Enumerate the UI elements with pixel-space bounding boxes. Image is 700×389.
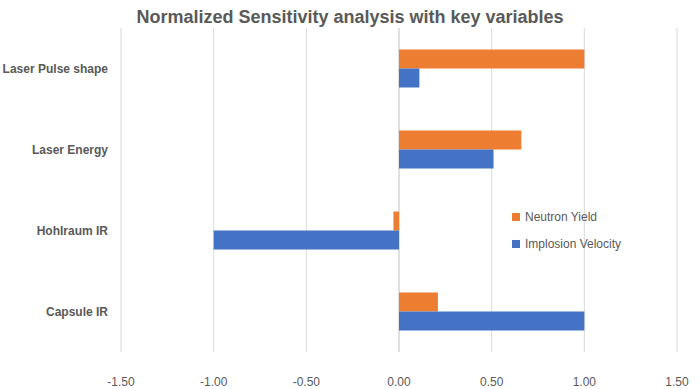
bar [399,293,438,312]
bar [214,231,399,250]
grid-line [677,28,678,352]
chart-title: Normalized Sensitivity analysis with key… [136,7,563,27]
category-label: Laser Pulse shape [3,62,109,76]
bar [399,50,584,69]
grid-line [306,28,307,352]
legend-label: Neutron Yield [525,210,597,224]
bars [214,50,585,331]
grid-line [121,28,122,352]
category-label: Capsule IR [46,305,108,319]
bar [399,131,521,150]
tick-label: -1.00 [200,375,228,389]
tick-label: 1.00 [573,375,597,389]
legend-swatch [512,213,520,221]
tick-label: -1.50 [107,375,135,389]
legend: Neutron Yield Implosion Velocity [512,210,621,251]
grid [121,28,677,352]
bar [399,312,584,331]
legend-swatch [512,240,520,248]
tick-label: -0.50 [293,375,321,389]
tick-label: 1.50 [665,375,689,389]
grid-line [213,28,214,352]
chart-svg: Normalized Sensitivity analysis with key… [0,0,700,389]
bar [399,69,419,88]
category-label: Hohlraum IR [37,224,109,238]
tick-label: 0.50 [480,375,504,389]
chart-container: Normalized Sensitivity analysis with key… [0,0,700,389]
bar [393,212,399,231]
legend-label: Implosion Velocity [525,237,621,251]
grid-line [491,28,492,352]
tick-label: 0.00 [387,375,411,389]
grid-line [584,28,585,352]
bar [399,150,494,169]
category-label: Laser Energy [32,143,108,157]
